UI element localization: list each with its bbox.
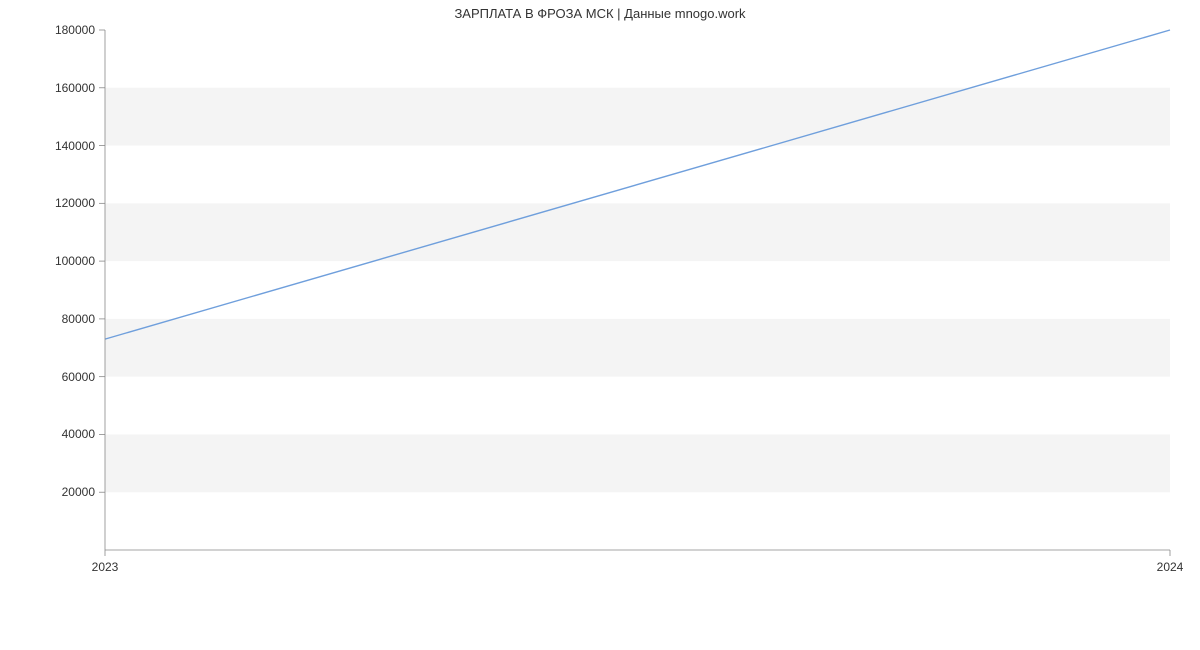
grid-band [105, 319, 1170, 377]
y-tick-label: 40000 [40, 427, 95, 441]
grid-band [105, 88, 1170, 146]
chart-svg [105, 30, 1170, 550]
x-tick-label: 2024 [1157, 560, 1184, 574]
y-tick-label: 20000 [40, 485, 95, 499]
grid-band [105, 434, 1170, 492]
plot-area [105, 30, 1170, 550]
chart-title: ЗАРПЛАТА В ФРОЗА МСК | Данные mnogo.work [0, 6, 1200, 21]
y-tick-label: 80000 [40, 312, 95, 326]
y-tick-label: 60000 [40, 370, 95, 384]
y-tick-label: 180000 [40, 23, 95, 37]
y-tick-label: 120000 [40, 196, 95, 210]
grid-band [105, 203, 1170, 261]
series-line-salary [105, 30, 1170, 339]
y-tick-label: 100000 [40, 254, 95, 268]
y-tick-label: 140000 [40, 139, 95, 153]
y-tick-label: 160000 [40, 81, 95, 95]
x-tick-label: 2023 [92, 560, 119, 574]
chart-container: ЗАРПЛАТА В ФРОЗА МСК | Данные mnogo.work… [0, 0, 1200, 650]
